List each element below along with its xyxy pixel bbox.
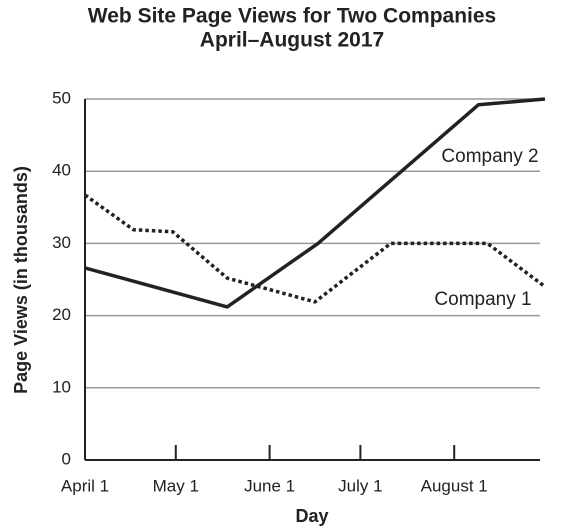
x-tick-label: July 1 [338, 476, 382, 495]
chart-title: Web Site Page Views for Two Companies [88, 5, 496, 28]
x-tick-label: August 1 [421, 476, 488, 495]
series-line [84, 97, 546, 309]
series-label: Company 1 [434, 289, 531, 310]
series-line [83, 193, 547, 304]
x-tick-label: April 1 [61, 476, 109, 495]
y-tick-label: 0 [62, 449, 71, 468]
y-tick-label: 20 [52, 305, 71, 324]
chart-subtitle: April–August 2017 [200, 29, 384, 52]
y-axis-label: Page Views (in thousands) [11, 166, 31, 394]
series-label: Company 2 [441, 146, 538, 167]
y-tick-label: 40 [52, 161, 71, 180]
y-tick-label: 10 [52, 377, 71, 396]
y-tick-label: 30 [52, 233, 71, 252]
y-tick-label: 50 [52, 88, 71, 107]
x-axis-label: Day [295, 506, 328, 526]
x-tick-label: June 1 [244, 476, 295, 495]
x-tick-label: May 1 [153, 476, 199, 495]
